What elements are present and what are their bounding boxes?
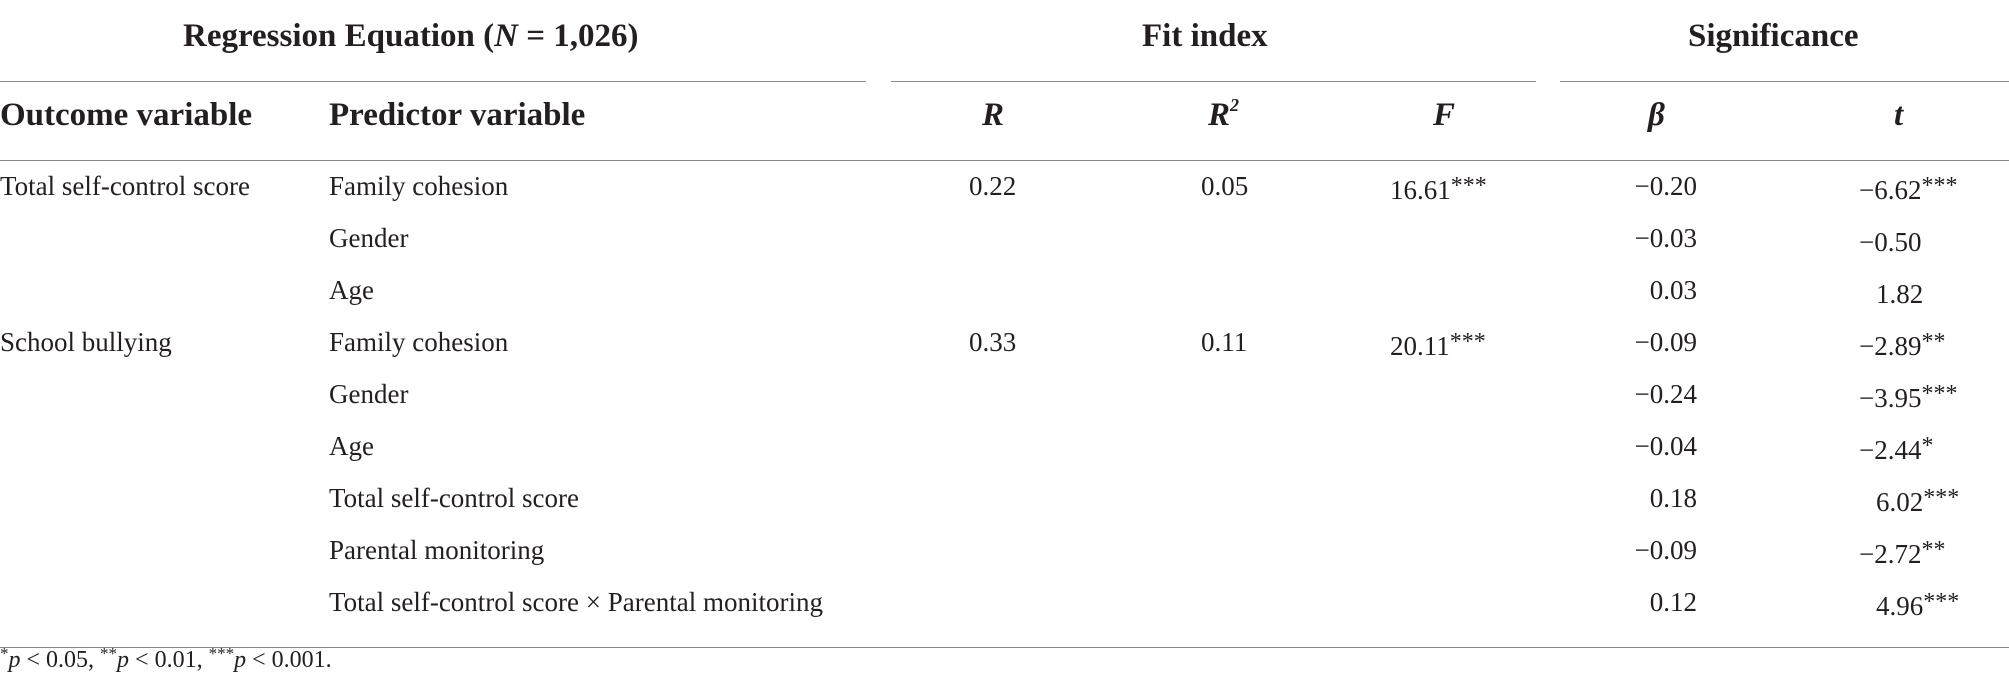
beta-cell: 0.03: [1649, 275, 1697, 305]
table-row: Gender −0.24 −3.95***: [0, 368, 2009, 420]
t-cell: 6.02***: [1876, 485, 1960, 517]
table-row: Age 0.03 1.82: [0, 264, 2009, 316]
beta-cell: 0.18: [1649, 483, 1697, 513]
table-bottom-rule: [0, 647, 2009, 648]
t-cell: −6.62***: [1859, 173, 1958, 205]
header-bottom-rule: [0, 160, 2009, 161]
t-cell: −3.95***: [1859, 381, 1958, 413]
f-cell: 16.61***: [1390, 173, 1487, 205]
table-row: Gender −0.03 −0.50: [0, 212, 2009, 264]
r-squared-cell: 0.05: [1201, 171, 1249, 201]
r-header: R: [982, 97, 1005, 133]
table-row: Total self-control score × Parental moni…: [0, 576, 2009, 628]
t-cell: −2.44*: [1859, 433, 1934, 465]
r-cell: 0.33: [969, 327, 1017, 357]
significance-footnote: *p < 0.05, **p < 0.01, ***p < 0.001.: [0, 644, 332, 673]
significance-group-rule: [1560, 81, 2009, 82]
beta-cell: −0.09: [1634, 535, 1697, 565]
table-row: Parental monitoring −0.09 −2.72**: [0, 524, 2009, 576]
beta-cell: −0.09: [1634, 327, 1697, 357]
f-header: F: [1433, 97, 1456, 133]
predictor-cell: Age: [329, 275, 374, 305]
beta-cell: −0.20: [1634, 171, 1697, 201]
outcome-cell: Total self-control score: [0, 171, 251, 201]
r-squared-header: R2: [1208, 95, 1240, 133]
beta-cell: −0.03: [1634, 223, 1697, 253]
regression-group-rule: [0, 81, 866, 82]
regression-equation-header: Regression Equation (N = 1,026): [183, 18, 639, 54]
predictor-cell: Age: [329, 431, 374, 461]
predictor-cell: Family cohesion: [329, 171, 509, 201]
r-squared-cell: 0.11: [1201, 327, 1248, 357]
t-cell: 4.96***: [1876, 589, 1960, 621]
predictor-cell: Parental monitoring: [329, 535, 545, 565]
predictor-cell: Family cohesion: [329, 327, 509, 357]
outcome-variable-header: Outcome variable: [0, 97, 253, 133]
beta-header: β: [1648, 97, 1665, 133]
predictor-cell: Gender: [329, 379, 409, 409]
predictor-variable-header: Predictor variable: [329, 97, 586, 133]
significance-header: Significance: [1688, 18, 1859, 54]
beta-cell: −0.04: [1634, 431, 1697, 461]
fit-index-header: Fit index: [1142, 18, 1268, 54]
table-row: School bullying Family cohesion 0.33 0.1…: [0, 316, 2009, 368]
predictor-cell: Gender: [329, 223, 409, 253]
predictor-cell: Total self-control score × Parental moni…: [329, 587, 823, 617]
beta-cell: −0.24: [1634, 379, 1697, 409]
fit-group-rule: [891, 81, 1536, 82]
table-row: Total self-control score Family cohesion…: [0, 160, 2009, 212]
t-header: t: [1894, 97, 1904, 133]
t-cell: −0.50: [1859, 227, 1922, 257]
r-cell: 0.22: [969, 171, 1017, 201]
f-cell: 20.11***: [1390, 329, 1486, 361]
table-row: Total self-control score 0.18 6.02***: [0, 472, 2009, 524]
t-cell: −2.72**: [1859, 537, 1946, 569]
beta-cell: 0.12: [1649, 587, 1697, 617]
predictor-cell: Total self-control score: [329, 483, 580, 513]
t-cell: −2.89**: [1859, 329, 1946, 361]
table-row: Age −0.04 −2.44*: [0, 420, 2009, 472]
outcome-cell: School bullying: [0, 327, 172, 357]
t-cell: 1.82: [1876, 279, 1924, 309]
